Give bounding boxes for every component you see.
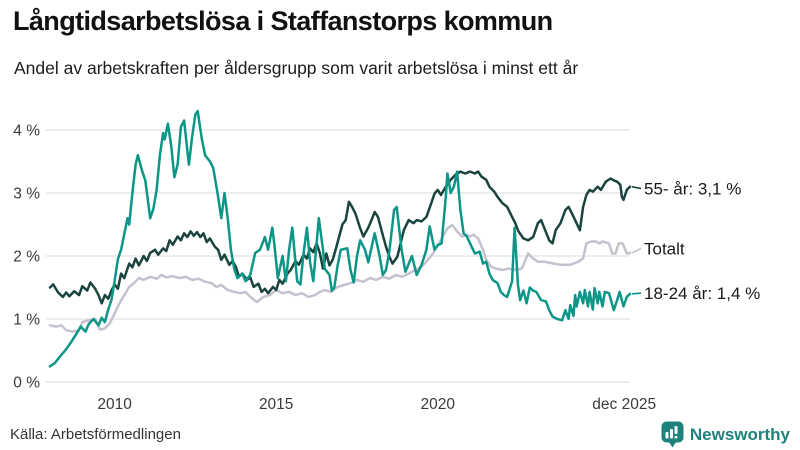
page-title: Långtidsarbetslösa i Staffanstorps kommu… [13, 6, 553, 36]
x-axis-tick-label: 2015 [259, 396, 293, 413]
y-axis-tick-label: 0 % [13, 374, 40, 391]
series-end-label: 18-24 år: 1,4 % [644, 284, 760, 303]
source-attribution: Källa: Arbetsförmedlingen [10, 426, 181, 443]
y-axis-tick-label: 4 % [13, 122, 40, 139]
series-end-label: Totalt [644, 239, 685, 258]
y-axis-tick-label: 2 % [13, 248, 40, 265]
series-label-connector [631, 185, 642, 190]
series-line-totalt [48, 223, 632, 333]
series-line-18-24-r [48, 109, 632, 368]
series-label-connector [631, 292, 642, 295]
series-label-connector [631, 247, 642, 254]
x-axis-tick-label: 2010 [97, 396, 132, 413]
y-axis-tick-label: 3 % [13, 185, 40, 202]
y-axis-tick-label: 1 % [13, 311, 40, 328]
series-end-label: 55- år: 3,1 % [644, 180, 741, 199]
series-line-55-r [48, 170, 632, 305]
newsworthy-wordmark: Newsworthy [689, 424, 790, 444]
newsworthy-logo: Newsworthy [661, 421, 790, 448]
newsworthy-bubble-chart-icon [661, 421, 684, 448]
x-axis-tick-label: dec 2025 [592, 396, 656, 413]
chart-subtitle: Andel av arbetskraften per åldersgrupp s… [14, 58, 579, 78]
x-axis-tick-label: 2020 [421, 396, 456, 413]
